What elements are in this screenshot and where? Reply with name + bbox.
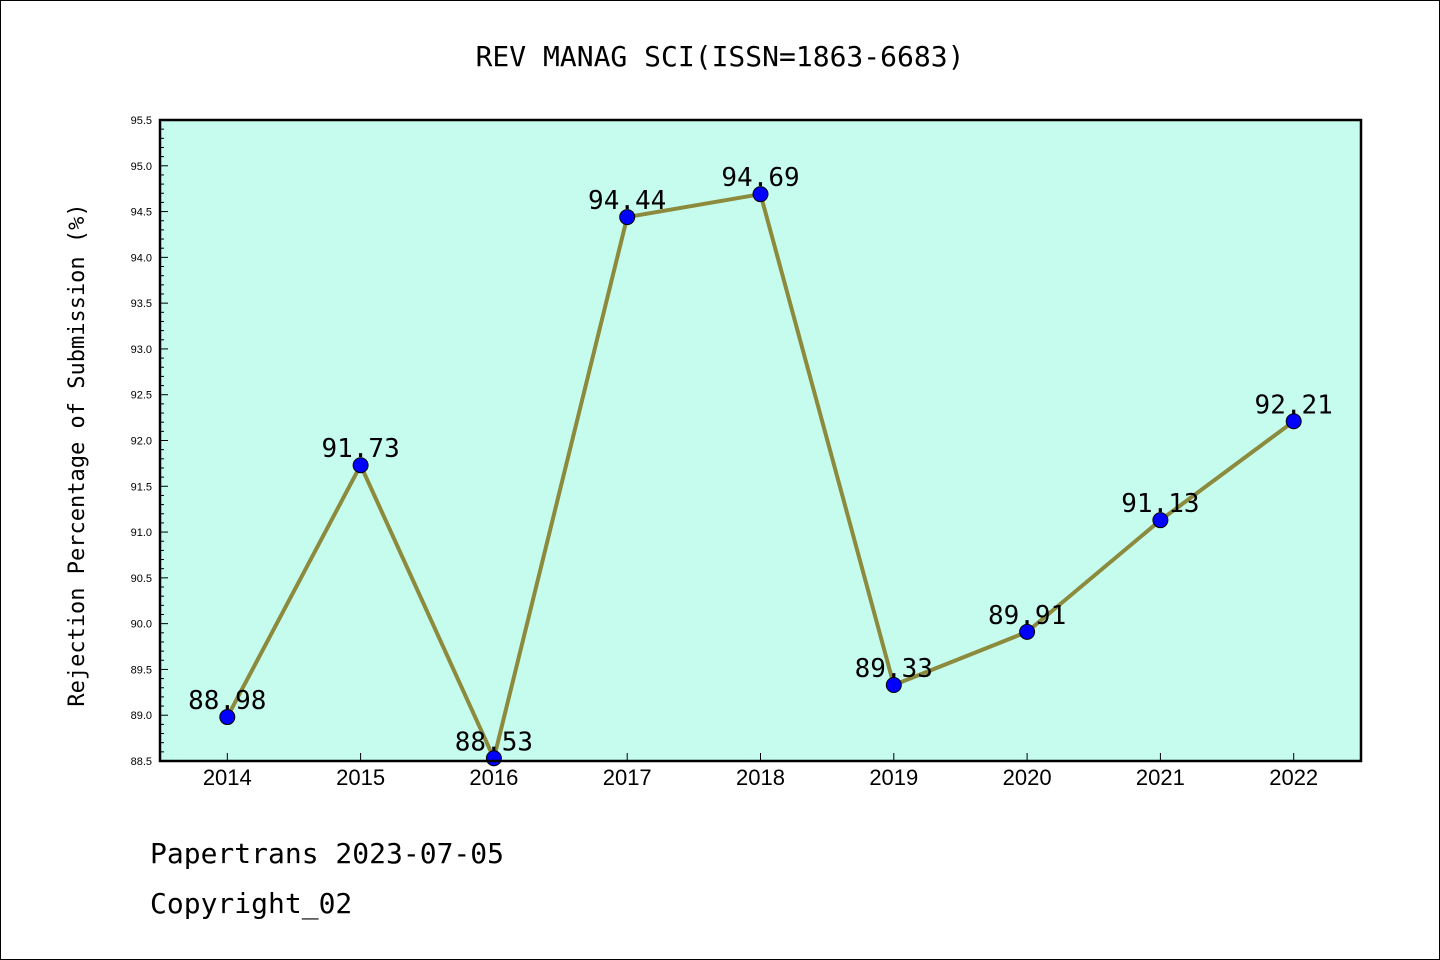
data-point [352, 457, 369, 474]
data-point [1285, 413, 1302, 430]
x-tick-label: 2019 [869, 765, 918, 790]
data-label: 89.33 [855, 654, 933, 684]
x-tick-label: 2017 [603, 765, 652, 790]
y-tick-label: 89.5 [131, 664, 152, 676]
data-point [219, 709, 236, 726]
y-tick-label: 91.0 [131, 527, 152, 539]
y-tick-label: 88.5 [131, 756, 152, 768]
y-tick-label: 92.0 [131, 436, 152, 448]
y-tick-label: 94.0 [131, 252, 152, 264]
data-point [885, 676, 902, 693]
data-point [1152, 512, 1169, 529]
y-axis-label: Rejection Percentage of Submission (%) [65, 203, 90, 706]
y-tick-label: 94.5 [131, 207, 152, 219]
y-axis-ticks: 88.5 89.0 89.5 90.0 90.5 91.0 91.5 92.0 92.5 93.0… [131, 115, 168, 768]
x-tick-label: 2016 [469, 765, 518, 790]
plot-area [160, 120, 1361, 761]
y-tick-label: 93.5 [131, 298, 152, 310]
data-label: 92.21 [1255, 390, 1333, 420]
footer-copyright: Copyright_02 [150, 887, 352, 921]
y-tick-label: 90.0 [131, 619, 152, 631]
data-label: 94.69 [721, 163, 799, 193]
y-tick-label: 91.5 [131, 481, 152, 493]
x-axis-ticks: 2014 2015 2016 2017 2018 2019 2020 2021 2022 [203, 753, 1318, 790]
y-tick-label: 93.0 [131, 344, 152, 356]
data-label: 94.44 [588, 186, 666, 216]
data-point [619, 209, 636, 226]
x-tick-label: 2020 [1003, 765, 1052, 790]
footer-date: Papertrans 2023-07-05 [150, 837, 504, 870]
data-label: 91.73 [321, 434, 399, 464]
data-label: 88.98 [188, 686, 266, 716]
data-point [752, 186, 769, 203]
x-tick-label: 2015 [336, 765, 385, 790]
data-labels: 88.98 91.73 88.53 94.44 94.69 89.33 89.91 91.13… [188, 163, 1333, 757]
x-tick-label: 2018 [736, 765, 785, 790]
data-point [1019, 623, 1036, 640]
y-tick-label: 92.5 [131, 390, 152, 402]
x-tick-label: 2022 [1269, 765, 1318, 790]
y-tick-label: 95.5 [131, 115, 152, 127]
data-label: 89.91 [988, 601, 1066, 631]
y-tick-label: 95.0 [131, 161, 152, 173]
chart-title: REV MANAG SCI(ISSN=1863-6683) [476, 40, 965, 73]
y-tick-label: 89.0 [131, 710, 152, 722]
y-tick-label: 90.5 [131, 573, 152, 585]
data-label: 91.13 [1121, 489, 1199, 519]
data-label: 88.53 [455, 727, 533, 757]
plot-border [158, 118, 1363, 763]
x-tick-label: 2021 [1136, 765, 1185, 790]
x-tick-label: 2014 [203, 765, 252, 790]
